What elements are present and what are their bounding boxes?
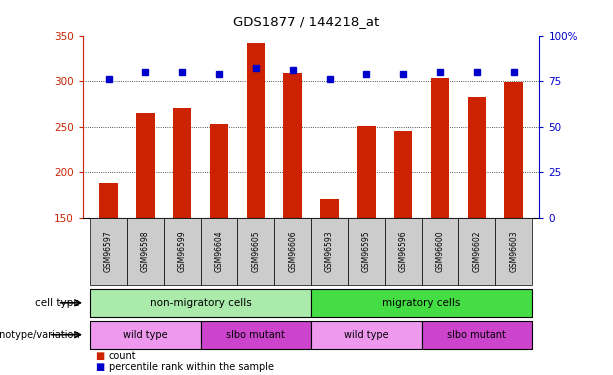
Bar <box>99 183 118 218</box>
Text: non-migratory cells: non-migratory cells <box>150 298 251 308</box>
Text: ■: ■ <box>95 362 104 372</box>
Text: slbo mutant: slbo mutant <box>447 330 506 340</box>
Text: GSM96606: GSM96606 <box>288 230 297 272</box>
Text: ■: ■ <box>95 351 104 361</box>
Bar <box>173 108 191 217</box>
Text: wild type: wild type <box>123 330 168 340</box>
Bar <box>90 217 127 285</box>
Bar <box>357 126 376 218</box>
Text: GSM96596: GSM96596 <box>398 230 408 272</box>
Bar <box>311 289 532 317</box>
Bar <box>422 217 459 285</box>
Bar <box>136 113 154 218</box>
Bar <box>311 217 348 285</box>
Text: percentile rank within the sample: percentile rank within the sample <box>109 362 273 372</box>
Bar <box>274 217 311 285</box>
Text: genotype/variation: genotype/variation <box>0 330 80 340</box>
Text: GSM96597: GSM96597 <box>104 230 113 272</box>
Text: wild type: wild type <box>344 330 389 340</box>
Bar <box>164 217 200 285</box>
Text: GSM96604: GSM96604 <box>215 230 224 272</box>
Bar <box>495 217 532 285</box>
Text: GSM96598: GSM96598 <box>141 231 150 272</box>
Text: GSM96602: GSM96602 <box>473 231 481 272</box>
Text: GSM96603: GSM96603 <box>509 230 518 272</box>
Bar <box>237 217 274 285</box>
Text: GSM96600: GSM96600 <box>435 230 444 272</box>
Bar <box>431 78 449 218</box>
Bar <box>394 131 413 218</box>
Bar <box>90 289 311 317</box>
Bar <box>468 98 486 218</box>
Bar <box>422 321 532 349</box>
Text: GSM96593: GSM96593 <box>325 230 334 272</box>
Bar <box>90 321 200 349</box>
Bar <box>283 73 302 217</box>
Bar <box>127 217 164 285</box>
Bar <box>459 217 495 285</box>
Bar <box>200 217 237 285</box>
Bar <box>504 82 523 218</box>
Bar <box>246 43 265 218</box>
Text: migratory cells: migratory cells <box>383 298 461 308</box>
Bar <box>200 321 311 349</box>
Bar <box>385 217 422 285</box>
Bar <box>321 200 339 217</box>
Text: count: count <box>109 351 136 361</box>
Bar <box>348 217 385 285</box>
Text: GDS1877 / 144218_at: GDS1877 / 144218_at <box>234 15 379 28</box>
Bar <box>311 321 422 349</box>
Bar <box>210 124 228 218</box>
Text: GSM96599: GSM96599 <box>178 230 187 272</box>
Text: GSM96595: GSM96595 <box>362 230 371 272</box>
Text: slbo mutant: slbo mutant <box>226 330 285 340</box>
Text: GSM96605: GSM96605 <box>251 230 261 272</box>
Text: cell type: cell type <box>35 298 80 308</box>
